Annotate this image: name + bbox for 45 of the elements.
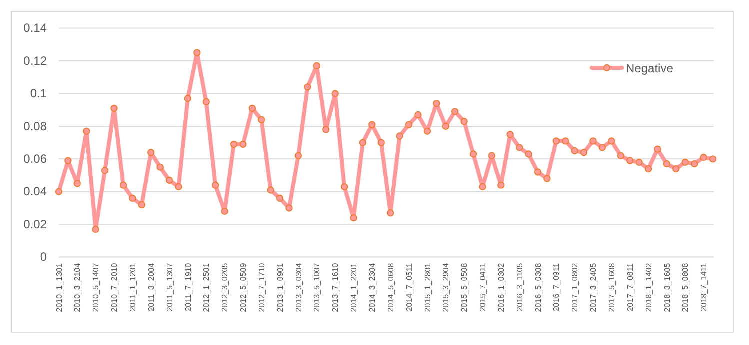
x-tick-label: 2017_3_2405 (589, 262, 598, 312)
x-tick-label: 2014_7_0511 (404, 262, 414, 312)
x-tick-label: 2018_7_1411 (700, 262, 709, 312)
x-tick-label: 2011_7_1910 (184, 262, 193, 312)
x-tick-label: 2016_5_0308 (534, 262, 543, 312)
x-tick-label: 2014_1_2201 (350, 262, 359, 312)
x-tick-label: 2016_7_0911 (552, 262, 562, 312)
x-tick-label: 2012_7_1710 (257, 262, 266, 312)
x-tick-label: 2015_3_2904 (442, 262, 451, 312)
y-tick-label: 0.12 (24, 54, 48, 68)
y-tick-label: 0.02 (24, 217, 48, 232)
x-tick-label: 2013_3_0304 (294, 262, 304, 312)
x-tick-label: 2017_7_0811 (626, 262, 635, 312)
x-tick-label: 2011_3_2004 (146, 262, 156, 312)
x-tick-label: 2017_5_1608 (607, 262, 616, 312)
y-tick-label: 0.08 (24, 119, 48, 134)
x-tick-label: 2018_5_0808 (681, 262, 690, 312)
x-tick-label: 2016_1_0302 (496, 262, 506, 312)
y-tick-label: 0.06 (24, 152, 48, 166)
x-tick-label: 2010_1_1301 (54, 262, 64, 312)
x-tick-label: 2010_7_2010 (110, 262, 120, 312)
x-tick-label: 2011_5_1307 (165, 262, 174, 312)
y-tick-label: 0.14 (24, 21, 48, 36)
x-tick-label: 2017_1_0802 (570, 262, 580, 312)
x-tick-label: 2013_7_1610 (331, 262, 340, 312)
x-tick-label: 2018_3_1605 (662, 262, 672, 312)
x-tick-label: 2014_5_0608 (386, 262, 396, 312)
x-tick-label: 2016_3_1105 (515, 262, 524, 312)
y-tick-label: 0.04 (24, 184, 48, 199)
x-tick-label: 2013_5_1007 (312, 262, 322, 312)
x-tick-label: 2018_1_1402 (644, 262, 654, 312)
x-tick-label: 2012_3_0205 (220, 262, 230, 312)
x-tick-label: 2015_1_2801 (423, 262, 432, 312)
x-tick-label: 2012_1_2501 (202, 262, 212, 312)
legend-label: Negative (626, 62, 674, 76)
x-tick-label: 2015_7_0411 (478, 262, 488, 312)
x-tick-label: 2011_1_1201 (128, 262, 138, 312)
x-tick-label: 2015_5_0508 (460, 262, 470, 312)
x-tick-label: 2010_5_1407 (92, 262, 101, 312)
x-tick-label: 2013_1_0901 (276, 262, 285, 312)
x-tick-label: 2014_3_2304 (368, 262, 377, 312)
y-tick-label: 0 (40, 250, 48, 264)
y-tick-label: 0.1 (30, 86, 48, 101)
x-tick-label: 2012_5_0509 (239, 262, 248, 312)
x-tick-label: 2010_3_2104 (73, 262, 82, 312)
